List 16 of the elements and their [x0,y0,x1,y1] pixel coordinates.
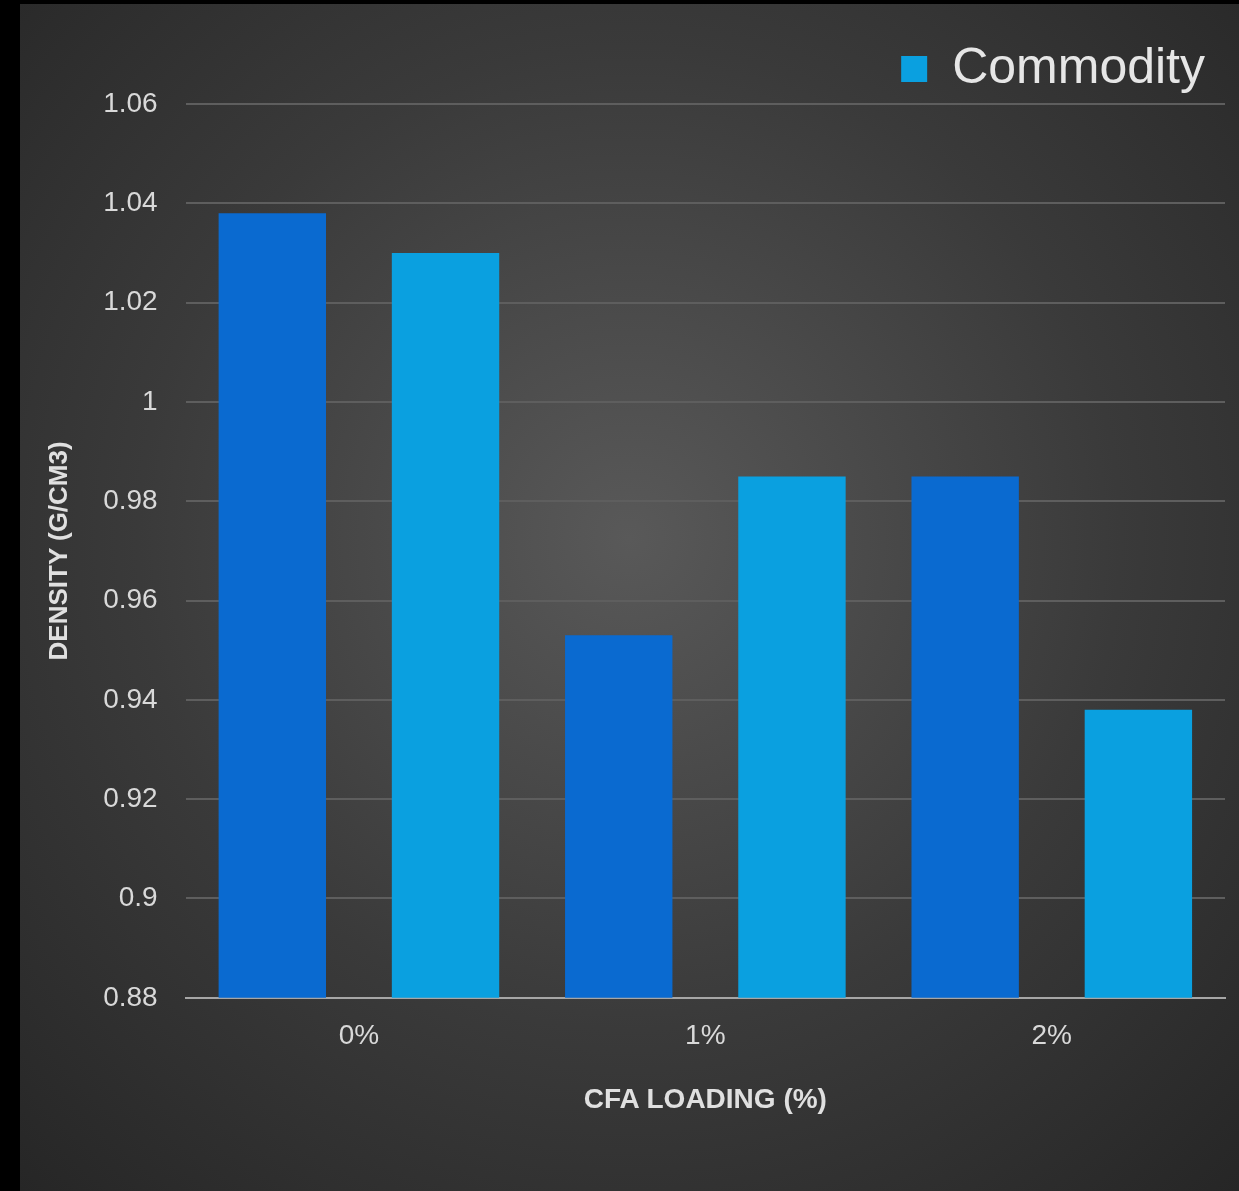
x-axis-title: CFA LOADING (%) [583,1082,827,1114]
y-tick-label: 1 [142,384,158,416]
x-tick-label: 0% [338,1019,380,1051]
y-axis-title: DENSITY (G/CM3) [42,441,73,661]
x-tick-label: 2% [1031,1019,1073,1051]
legend-label: Commodity [952,37,1206,94]
y-tick-label: 0.96 [103,583,158,615]
y-tick-label: 0.94 [103,682,158,714]
y-tick-label: 0.98 [103,483,158,515]
x-tick-label: 1% [685,1019,726,1051]
y-tick-label: 1.04 [103,186,158,218]
y-tick-label: 0.9 [118,881,158,913]
y-tick-label: 0.92 [103,781,158,813]
y-tick-label: 1.02 [103,285,158,317]
y-tick-label: 1.06 [103,86,158,118]
y-tick-label: 0.88 [103,980,158,1012]
